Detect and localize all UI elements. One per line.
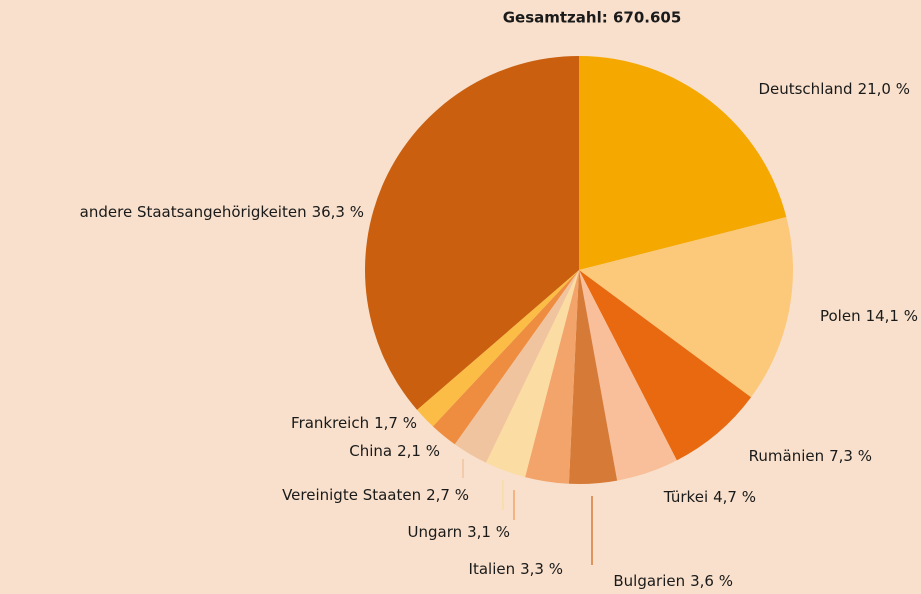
slice-name: China bbox=[349, 442, 392, 460]
slice-value: 21,0 % bbox=[858, 80, 910, 98]
slice-name: Polen bbox=[820, 307, 861, 325]
slice-value: 3,3 % bbox=[520, 560, 563, 578]
pie-slice bbox=[417, 270, 579, 427]
slice-label: Frankreich 1,7 % bbox=[291, 414, 417, 432]
slice-name: Deutschland bbox=[758, 80, 852, 98]
pie-slice bbox=[365, 56, 579, 410]
slice-label: Vereinigte Staaten 2,7 % bbox=[282, 486, 469, 504]
slice-value: 1,7 % bbox=[374, 414, 417, 432]
slice-name: Ungarn bbox=[408, 523, 463, 541]
slice-name: Türkei bbox=[663, 488, 708, 506]
slice-label: Deutschland 21,0 % bbox=[758, 80, 910, 98]
pie-slice bbox=[568, 270, 618, 484]
slice-value: 14,1 % bbox=[866, 307, 918, 325]
slice-value: 2,1 % bbox=[397, 442, 440, 460]
slice-value: 3,6 % bbox=[690, 572, 733, 590]
pie-slice bbox=[579, 270, 752, 461]
pie-slice bbox=[432, 270, 579, 445]
slice-name: Frankreich bbox=[291, 414, 369, 432]
pie-slice bbox=[525, 270, 579, 484]
pie-slice bbox=[485, 270, 579, 478]
pie-slice bbox=[579, 56, 787, 270]
slice-value: 36,3 % bbox=[312, 203, 364, 221]
slice-label: China 2,1 % bbox=[349, 442, 440, 460]
slice-name: Vereinigte Staaten bbox=[282, 486, 421, 504]
slice-name: Italien bbox=[469, 560, 516, 578]
slice-label: Bulgarien 3,6 % bbox=[613, 572, 733, 590]
slice-label: Italien 3,3 % bbox=[469, 560, 563, 578]
slice-name: andere Staatsangehörigkeiten bbox=[80, 203, 307, 221]
pie-slice bbox=[454, 270, 579, 463]
chart-title: Gesamtzahl: 670.605 bbox=[503, 9, 682, 27]
slice-label: Türkei 4,7 % bbox=[663, 488, 756, 506]
slice-value: 7,3 % bbox=[829, 447, 872, 465]
slice-value: 2,7 % bbox=[426, 486, 469, 504]
slice-name: Bulgarien bbox=[613, 572, 685, 590]
slice-label: andere Staatsangehörigkeiten 36,3 % bbox=[80, 203, 364, 221]
slice-value: 4,7 % bbox=[713, 488, 756, 506]
pie-slice bbox=[579, 270, 677, 481]
slice-label: Ungarn 3,1 % bbox=[408, 523, 511, 541]
slice-name: Rumänien bbox=[749, 447, 824, 465]
slice-value: 3,1 % bbox=[467, 523, 510, 541]
pie-slice bbox=[579, 217, 793, 398]
slice-label: Rumänien 7,3 % bbox=[749, 447, 872, 465]
slice-label: Polen 14,1 % bbox=[820, 307, 918, 325]
